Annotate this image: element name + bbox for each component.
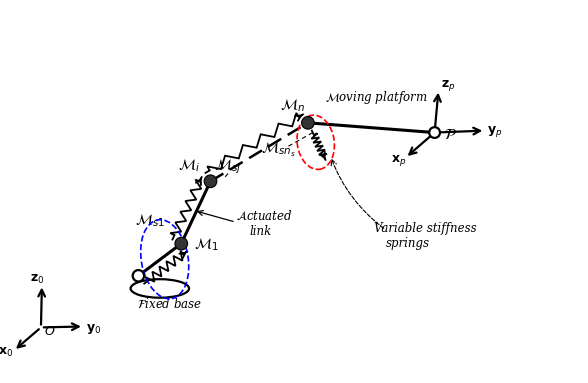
Text: $\mathcal{M}_{s1}$: $\mathcal{M}_{s1}$: [135, 212, 165, 229]
Text: $\mathbf{z}_{p}$: $\mathbf{z}_{p}$: [442, 78, 456, 93]
Text: $\mathcal{F}$ixed base: $\mathcal{F}$ixed base: [137, 297, 202, 311]
Text: Variable stiffness: Variable stiffness: [374, 222, 477, 235]
Text: $\mathcal{M}_1$: $\mathcal{M}_1$: [194, 236, 219, 253]
Circle shape: [429, 127, 440, 138]
Text: $\mathbf{x}_{p}$: $\mathbf{x}_{p}$: [391, 153, 406, 168]
Text: $\mathcal{M}_i$: $\mathcal{M}_i$: [178, 157, 200, 174]
Text: $\mathcal{P}$: $\mathcal{P}$: [445, 128, 457, 142]
Text: $O$: $O$: [44, 325, 55, 338]
Circle shape: [133, 270, 144, 282]
Text: link: link: [249, 225, 272, 238]
Text: $\mathbf{y}_{0}$: $\mathbf{y}_{0}$: [86, 322, 101, 336]
Circle shape: [302, 116, 314, 129]
Text: $\mathbf{x}_{0}$: $\mathbf{x}_{0}$: [0, 346, 14, 359]
Text: $\mathcal{A}$ctuated: $\mathcal{A}$ctuated: [236, 210, 292, 223]
Circle shape: [204, 175, 217, 188]
Text: $\mathcal{M}_n$: $\mathcal{M}_n$: [280, 97, 305, 114]
Text: $\mathcal{M}$oving platform: $\mathcal{M}$oving platform: [326, 89, 428, 106]
Text: $\mathbf{y}_{p}$: $\mathbf{y}_{p}$: [487, 124, 503, 139]
Circle shape: [175, 237, 188, 250]
Text: $\mathcal{M}_{sj}$: $\mathcal{M}_{sj}$: [215, 158, 242, 176]
Text: springs: springs: [386, 237, 430, 250]
Text: $\mathbf{z}_{0}$: $\mathbf{z}_{0}$: [30, 273, 44, 286]
Text: $\mathcal{M}_{sn_s}$: $\mathcal{M}_{sn_s}$: [262, 140, 296, 159]
